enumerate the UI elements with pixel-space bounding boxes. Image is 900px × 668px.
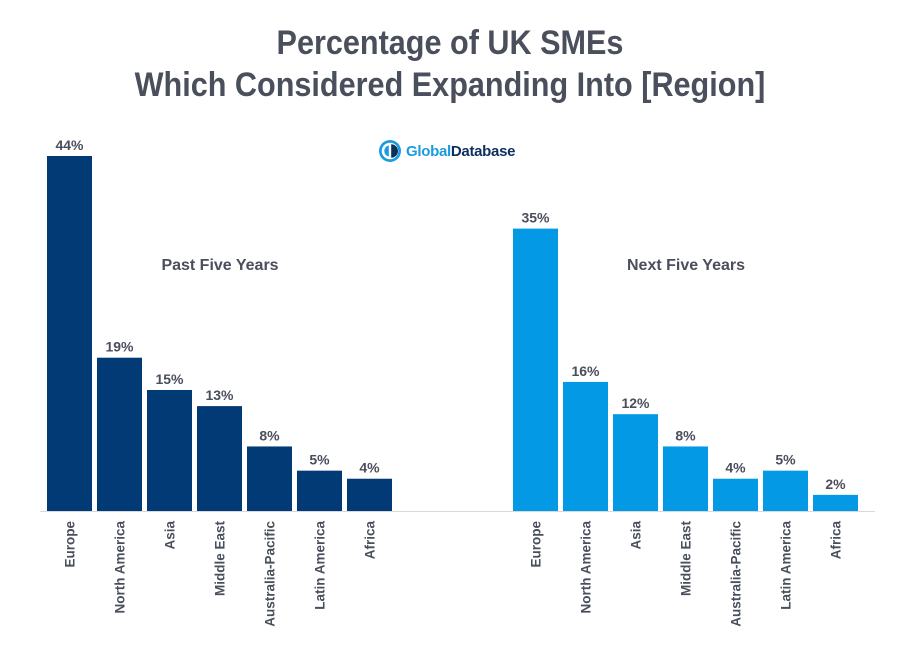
category-label-next-north-america: North America bbox=[579, 521, 594, 614]
data-label-next-australia-pacific: 4% bbox=[725, 460, 746, 476]
data-label-past-africa: 4% bbox=[359, 460, 380, 476]
data-label-past-europe: 44% bbox=[55, 137, 84, 153]
category-label-past-middle-east: Middle East bbox=[213, 520, 228, 596]
bar-past-middle-east bbox=[197, 406, 242, 511]
bar-next-latin-america bbox=[763, 470, 808, 511]
globe-icon bbox=[379, 140, 401, 162]
category-label-next-latin-america: Latin America bbox=[779, 521, 794, 610]
bar-past-asia bbox=[147, 389, 192, 511]
category-label-next-africa: Africa bbox=[829, 521, 844, 560]
bar-past-africa bbox=[347, 478, 392, 511]
category-label-past-australia-pacific: Australia-Pacific bbox=[263, 521, 278, 627]
data-label-next-europe: 35% bbox=[521, 210, 550, 226]
chart-title-line-1: Percentage of UK SMEs bbox=[276, 24, 624, 62]
data-label-next-north-america: 16% bbox=[571, 363, 600, 379]
data-label-past-middle-east: 13% bbox=[205, 387, 234, 403]
bar-past-europe bbox=[47, 156, 92, 511]
chart-title-line-2: Which Considered Expanding Into [Region] bbox=[134, 66, 766, 104]
bar-past-latin-america bbox=[297, 470, 342, 511]
bar-next-north-america bbox=[563, 381, 608, 511]
category-label-next-asia: Asia bbox=[629, 521, 644, 550]
data-label-past-latin-america: 5% bbox=[309, 452, 330, 468]
panel-title-past: Past Five Years bbox=[161, 257, 278, 274]
data-label-next-africa: 2% bbox=[825, 476, 846, 492]
category-label-past-north-america: North America bbox=[113, 521, 128, 614]
data-label-past-asia: 15% bbox=[155, 371, 184, 387]
logo-text: GlobalDatabase bbox=[406, 143, 515, 160]
category-label-past-asia: Asia bbox=[163, 521, 178, 550]
data-label-past-australia-pacific: 8% bbox=[259, 427, 280, 443]
data-label-next-latin-america: 5% bbox=[775, 452, 796, 468]
chart-title: Percentage of UK SMEs Which Considered E… bbox=[45, 22, 855, 106]
category-label-past-europe: Europe bbox=[63, 521, 78, 568]
category-label-next-middle-east: Middle East bbox=[679, 520, 694, 596]
bar-next-middle-east bbox=[663, 446, 708, 511]
bar-past-north-america bbox=[97, 357, 142, 511]
global-database-logo: GlobalDatabase bbox=[378, 138, 515, 164]
data-label-next-middle-east: 8% bbox=[675, 427, 696, 443]
bar-next-africa bbox=[813, 494, 858, 511]
category-label-next-europe: Europe bbox=[529, 521, 544, 568]
category-label-next-australia-pacific: Australia-Pacific bbox=[729, 521, 744, 627]
logo-text-database: Database bbox=[450, 142, 516, 160]
data-label-next-asia: 12% bbox=[621, 395, 650, 411]
logo-text-global: Global bbox=[406, 142, 451, 160]
data-label-past-north-america: 19% bbox=[105, 339, 134, 355]
category-label-past-latin-america: Latin America bbox=[313, 521, 328, 610]
bar-next-australia-pacific bbox=[713, 478, 758, 511]
category-label-past-africa: Africa bbox=[363, 521, 378, 560]
bar-next-asia bbox=[613, 414, 658, 511]
panel-title-next: Next Five Years bbox=[627, 257, 745, 274]
bar-past-australia-pacific bbox=[247, 446, 292, 511]
bar-next-europe bbox=[513, 228, 558, 511]
